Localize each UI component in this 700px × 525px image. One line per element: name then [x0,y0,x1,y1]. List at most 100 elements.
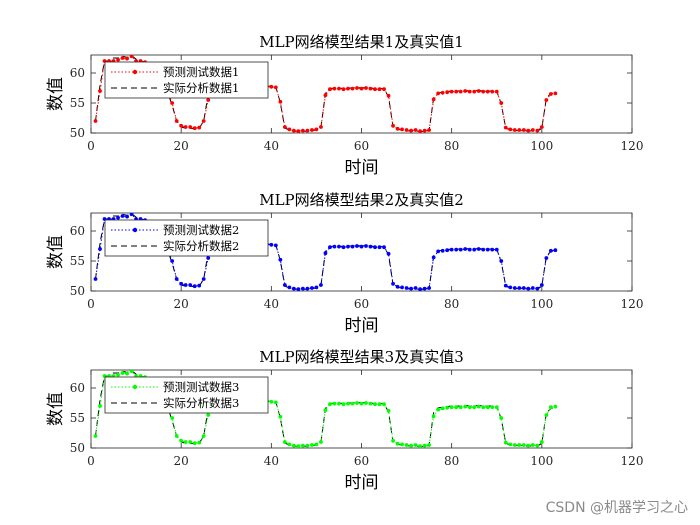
data-point [418,287,423,291]
data-point [98,89,102,93]
x-tick-label: 20 [174,454,189,468]
data-point [422,286,427,291]
y-tick-label: 50 [70,441,85,455]
data-point [170,101,175,105]
x-tick-label: 0 [87,454,95,468]
data-point [291,443,296,448]
data-point [341,245,346,250]
chart-title: MLP网络模型结果2及真实值2 [259,191,464,209]
data-point [517,128,522,132]
data-point [188,440,193,444]
data-point [386,408,391,413]
x-tick-label: 80 [444,297,459,311]
data-point [174,277,179,281]
data-point [328,245,332,250]
data-point [400,127,404,132]
x-tick-label: 40 [264,139,279,153]
data-point [364,244,368,248]
data-point [282,440,287,444]
data-point [467,89,472,94]
data-point [314,442,319,447]
data-point [409,128,413,133]
data-point [337,244,341,249]
legend-marker [132,384,138,390]
data-point [364,401,368,405]
legend-label: 预测测试数据3 [163,380,239,394]
data-point [400,442,404,447]
data-point [548,405,553,410]
data-point [445,248,450,253]
data-point [526,443,531,448]
data-point [170,416,175,420]
x-tick-label: 120 [621,139,644,153]
data-point [93,277,98,281]
data-point [463,247,468,251]
data-point [179,281,184,286]
x-tick-label: 20 [174,297,189,311]
data-point [368,401,373,406]
data-point [539,440,544,444]
data-point [269,84,274,89]
data-point [404,286,409,290]
data-point [436,249,441,254]
data-point [512,286,517,290]
data-point [440,90,445,95]
data-point [413,286,418,290]
data-point [273,400,278,405]
data-point [332,401,337,406]
data-point [544,256,549,260]
data-point [287,442,292,447]
data-point [476,404,481,409]
data-point [485,247,490,252]
chart-2: 0 20 40 60 80 100 120 50 55 60 MLP网络模型结果2及真实值2 时间 数值… [46,191,643,336]
data-point [512,128,517,132]
x-tick-label: 40 [264,454,279,468]
data-point [346,401,350,406]
data-point [512,443,517,447]
data-point [174,119,179,123]
data-point [170,259,175,263]
data-point [129,55,134,59]
x-tick-label: 100 [530,297,553,311]
data-point [395,284,400,289]
data-point [377,87,382,92]
data-point [553,248,558,253]
data-point [278,257,283,262]
data-point [449,247,454,252]
data-point [296,444,301,448]
legend-label: 实际分析数据1 [163,81,239,95]
data-point [530,128,535,132]
data-point [201,119,206,123]
data-point [404,128,409,132]
data-point [368,86,373,91]
data-point [355,401,359,405]
data-point [197,283,202,288]
data-point [454,247,459,252]
x-axis-label: 时间 [345,473,379,493]
data-point [314,285,319,290]
data-point [427,286,432,290]
data-point [499,416,504,420]
data-point [386,93,391,98]
data-point [503,283,508,288]
data-point [319,125,323,129]
data-point [323,251,328,256]
y-axis-label: 数值 [46,392,66,426]
data-point [201,434,206,438]
chart-title: MLP网络模型结果3及真实值3 [259,348,464,366]
data-point [517,443,522,447]
data-point [490,405,495,410]
data-point [125,371,129,376]
legend-label: 实际分析数据3 [163,396,239,410]
data-point [521,443,526,447]
y-tick-label: 55 [70,96,85,110]
data-point [282,283,287,287]
data-point [328,87,332,92]
data-point [548,92,553,96]
data-point [359,244,364,249]
x-tick-label: 60 [354,139,369,153]
data-point [476,247,481,251]
data-point [508,127,513,132]
data-point [458,247,463,252]
